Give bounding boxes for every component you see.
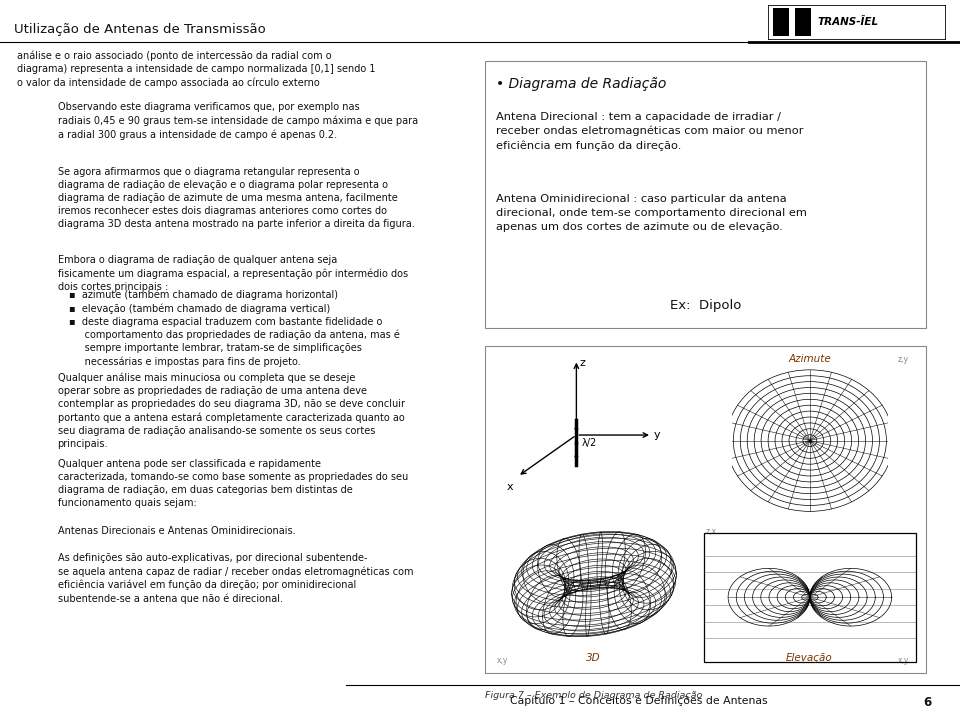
Bar [795,9,810,36]
Text: • Diagrama de Radiação: • Diagrama de Radiação [496,77,666,91]
Text: λ/2: λ/2 [582,438,597,448]
Text: TRANS-ÎEL: TRANS-ÎEL [818,17,878,27]
Bar [485,346,926,673]
Text: Utilização de Antenas de Transmissão: Utilização de Antenas de Transmissão [14,23,266,36]
Text: Qualquer antena pode ser classificada e rapidamente
caracterizada, tomando-se co: Qualquer antena pode ser classificada e … [58,459,408,508]
Text: 3D: 3D [586,653,600,663]
Text: Azimute: Azimute [788,354,831,364]
Text: Embora o diagrama de radiação de qualquer antena seja
fisicamente um diagrama es: Embora o diagrama de radiação de qualque… [58,255,408,292]
Bar [774,9,789,36]
Text: x,y: x,y [898,655,909,665]
Text: Se agora afirmarmos que o diagrama retangular representa o
diagrama de radiação : Se agora afirmarmos que o diagrama retan… [58,167,415,229]
Text: Qualquer análise mais minuciosa ou completa que se deseje
operar sobre as propri: Qualquer análise mais minuciosa ou compl… [58,372,404,449]
Text: 6: 6 [923,696,931,708]
Text: z,y: z,y [898,356,909,364]
Text: Figura 6 – Classificação de Diagrama de Radiação: Figura 6 – Classificação de Diagrama de … [485,346,723,354]
Text: Observando este diagrama verificamos que, por exemplo nas
radiais 0,45 e 90 grau: Observando este diagrama verificamos que… [58,102,418,140]
Text: x: x [507,482,514,492]
Bar [485,61,926,328]
Text: Antena Ominidirecional : caso particular da antena
direcional, onde tem-se compo: Antena Ominidirecional : caso particular… [496,194,807,233]
Text: ▪  azimute (também chamado de diagrama horizontal)
▪  elevação (também chamado d: ▪ azimute (também chamado de diagrama ho… [69,289,400,367]
Text: x,y: x,y [496,655,508,665]
Text: y: y [654,430,660,440]
Text: Antena Direcional : tem a capacidade de irradiar /
receber ondas eletromagnética: Antena Direcional : tem a capacidade de … [496,112,804,151]
Text: z,x: z,x [706,528,716,536]
Text: análise e o raio associado (ponto de intercessão da radial com o
diagrama) repre: análise e o raio associado (ponto de int… [17,50,375,88]
Text: Capítulo 1 – Conceitos e Definições de Antenas: Capítulo 1 – Conceitos e Definições de A… [510,696,767,706]
Text: Ex:  Dipolo: Ex: Dipolo [670,299,741,312]
Text: Figura 7 – Exemplo de Diagrama de Radiação: Figura 7 – Exemplo de Diagrama de Radiaç… [485,691,702,700]
Text: Elevação: Elevação [785,653,832,663]
Text: Antenas Direcionais e Antenas Ominidirecionais.: Antenas Direcionais e Antenas Ominidirec… [58,526,296,536]
Text: As definições são auto-explicativas, por direcional subentende-
se aquela antena: As definições são auto-explicativas, por… [58,553,413,604]
Text: z: z [580,358,586,368]
